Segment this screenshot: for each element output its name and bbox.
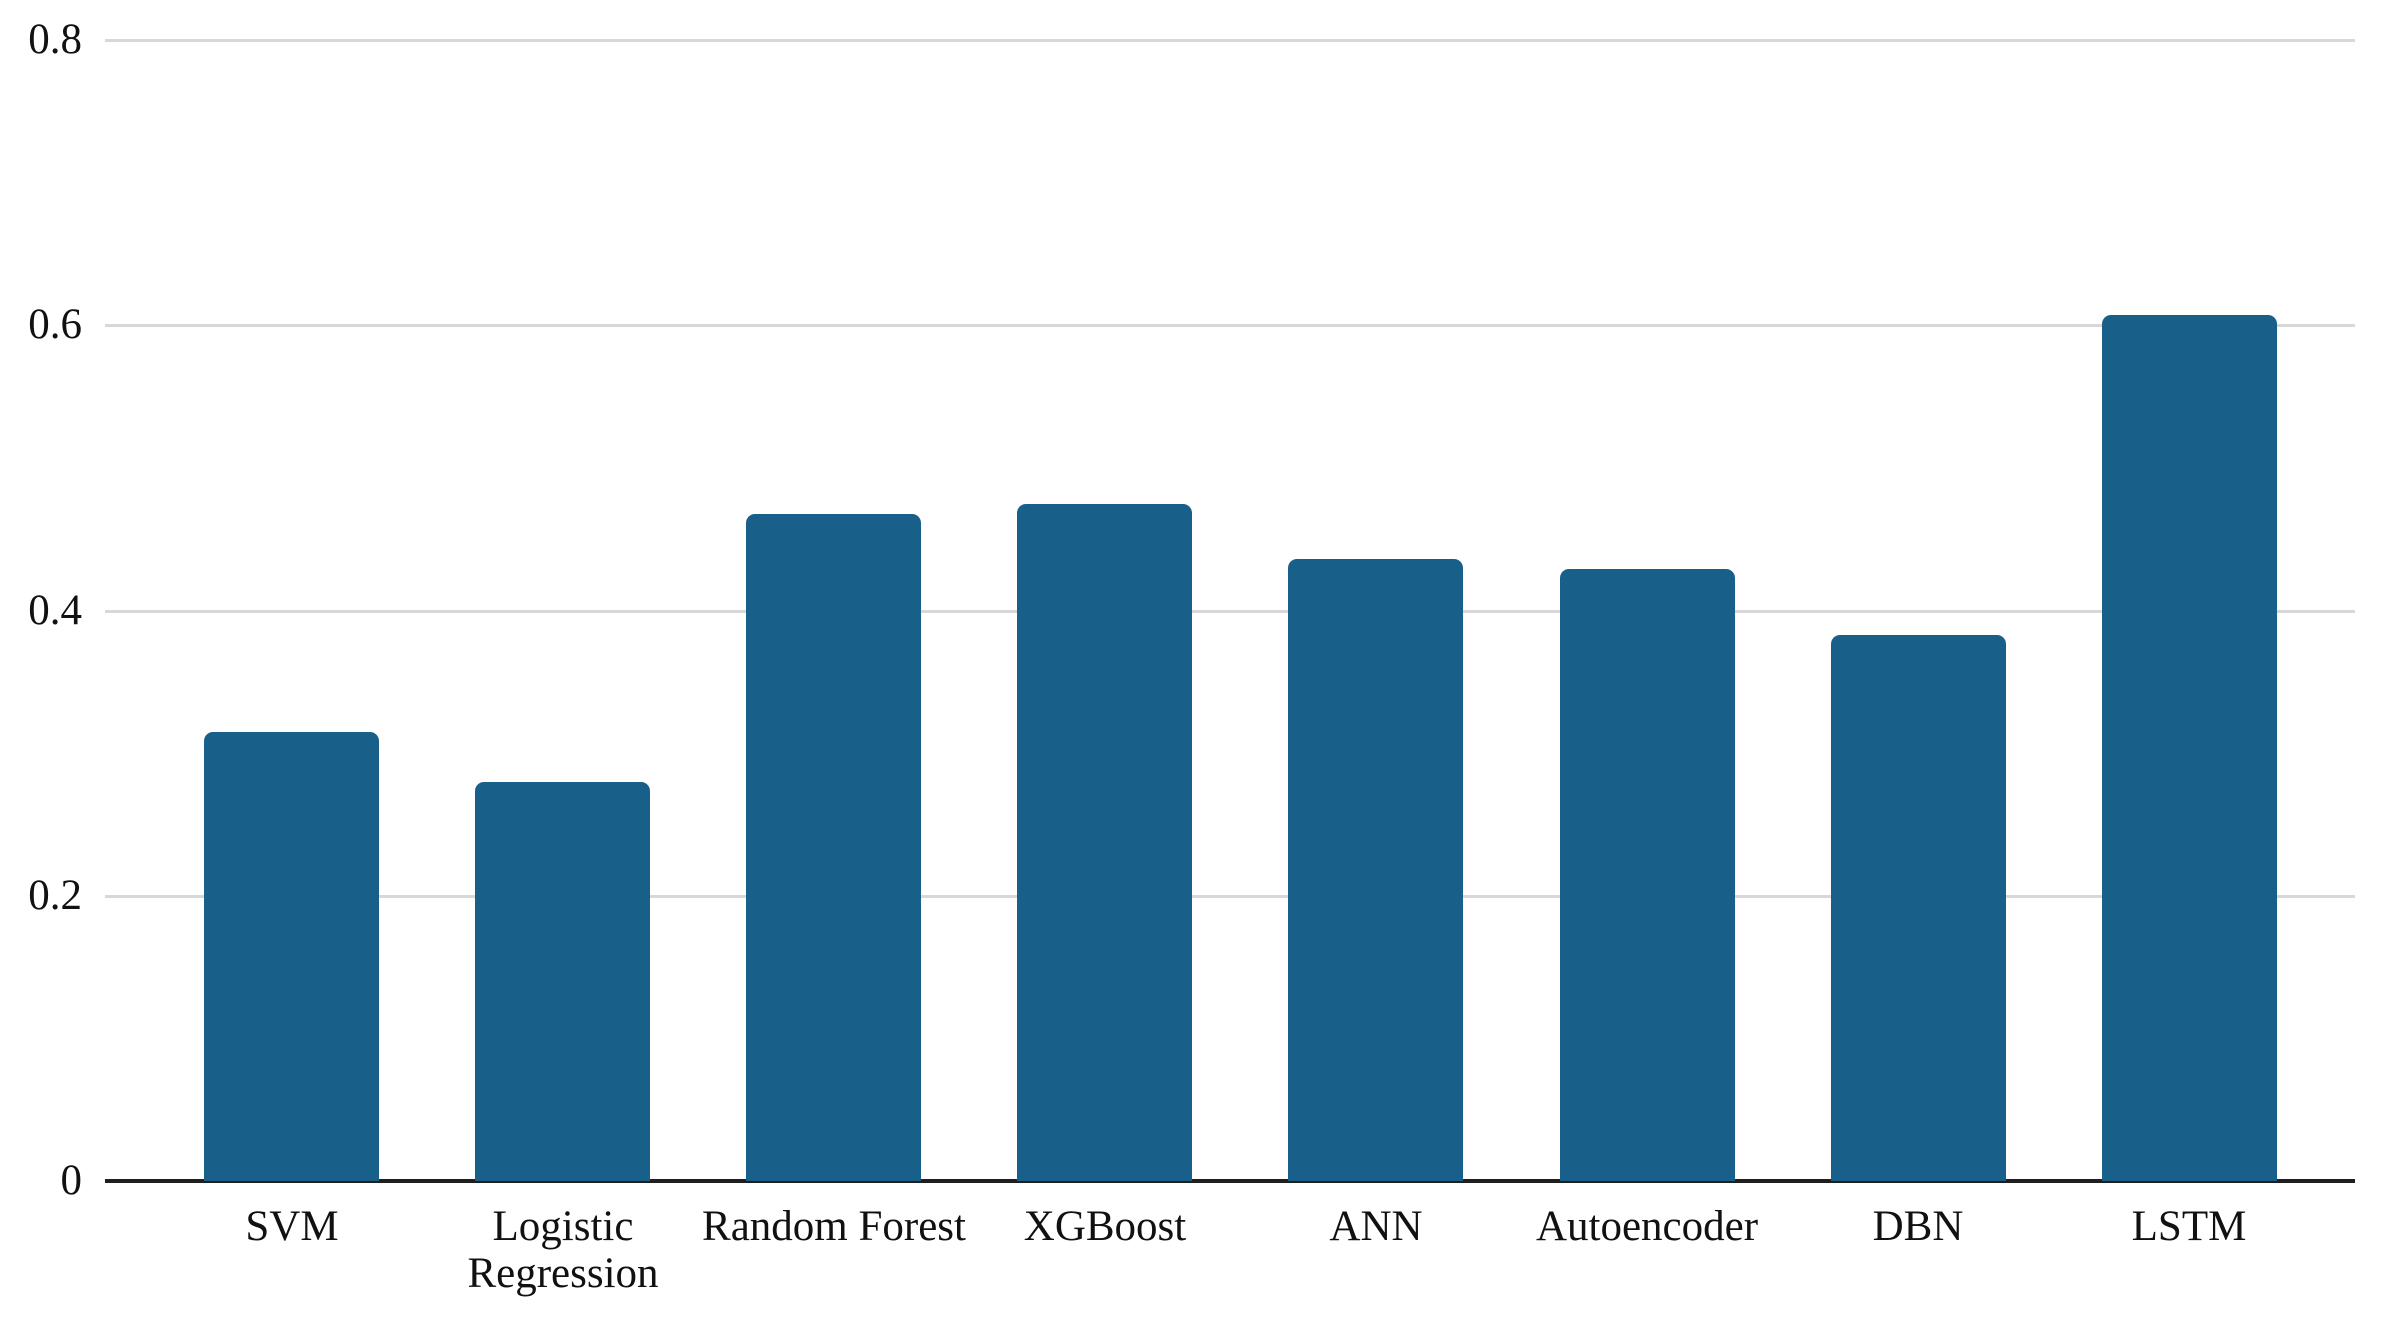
x-axis-label-svm: SVM (245, 1203, 339, 1250)
x-axis-label-random-forest: Random Forest (702, 1203, 966, 1250)
y-tick-label-0: 0 (60, 1157, 83, 1204)
gridline-0.2 (105, 895, 2355, 898)
y-tick-label-0.4: 0.4 (28, 587, 82, 634)
gridline-0.4 (105, 610, 2355, 613)
y-tick-label-0.6: 0.6 (28, 301, 82, 348)
gridline-0.6 (105, 324, 2355, 327)
x-axis-label-lstm: LSTM (2131, 1203, 2247, 1250)
y-tick-label-0.8: 0.8 (28, 16, 82, 63)
bar-random-forest (746, 514, 921, 1181)
x-axis-label-xgboost: XGBoost (1023, 1203, 1187, 1250)
bar-xgboost (1017, 504, 1192, 1181)
x-axis-label-logistic-regression: Logistic Regression (467, 1203, 659, 1297)
x-axis-label-dbn: DBN (1872, 1203, 1964, 1250)
x-axis-line (105, 1179, 2355, 1183)
gridline-0.8 (105, 39, 2355, 42)
bar-lstm (2102, 315, 2277, 1181)
x-axis-label-autoencoder: Autoencoder (1535, 1203, 1759, 1250)
y-tick-label-0.2: 0.2 (28, 872, 82, 919)
bar-autoencoder (1560, 569, 1735, 1181)
bar-dbn (1831, 635, 2006, 1181)
x-axis-label-ann: ANN (1329, 1203, 1423, 1250)
bar-logistic-regression (475, 782, 650, 1181)
bar-ann (1288, 559, 1463, 1181)
bar-svm (204, 732, 379, 1181)
